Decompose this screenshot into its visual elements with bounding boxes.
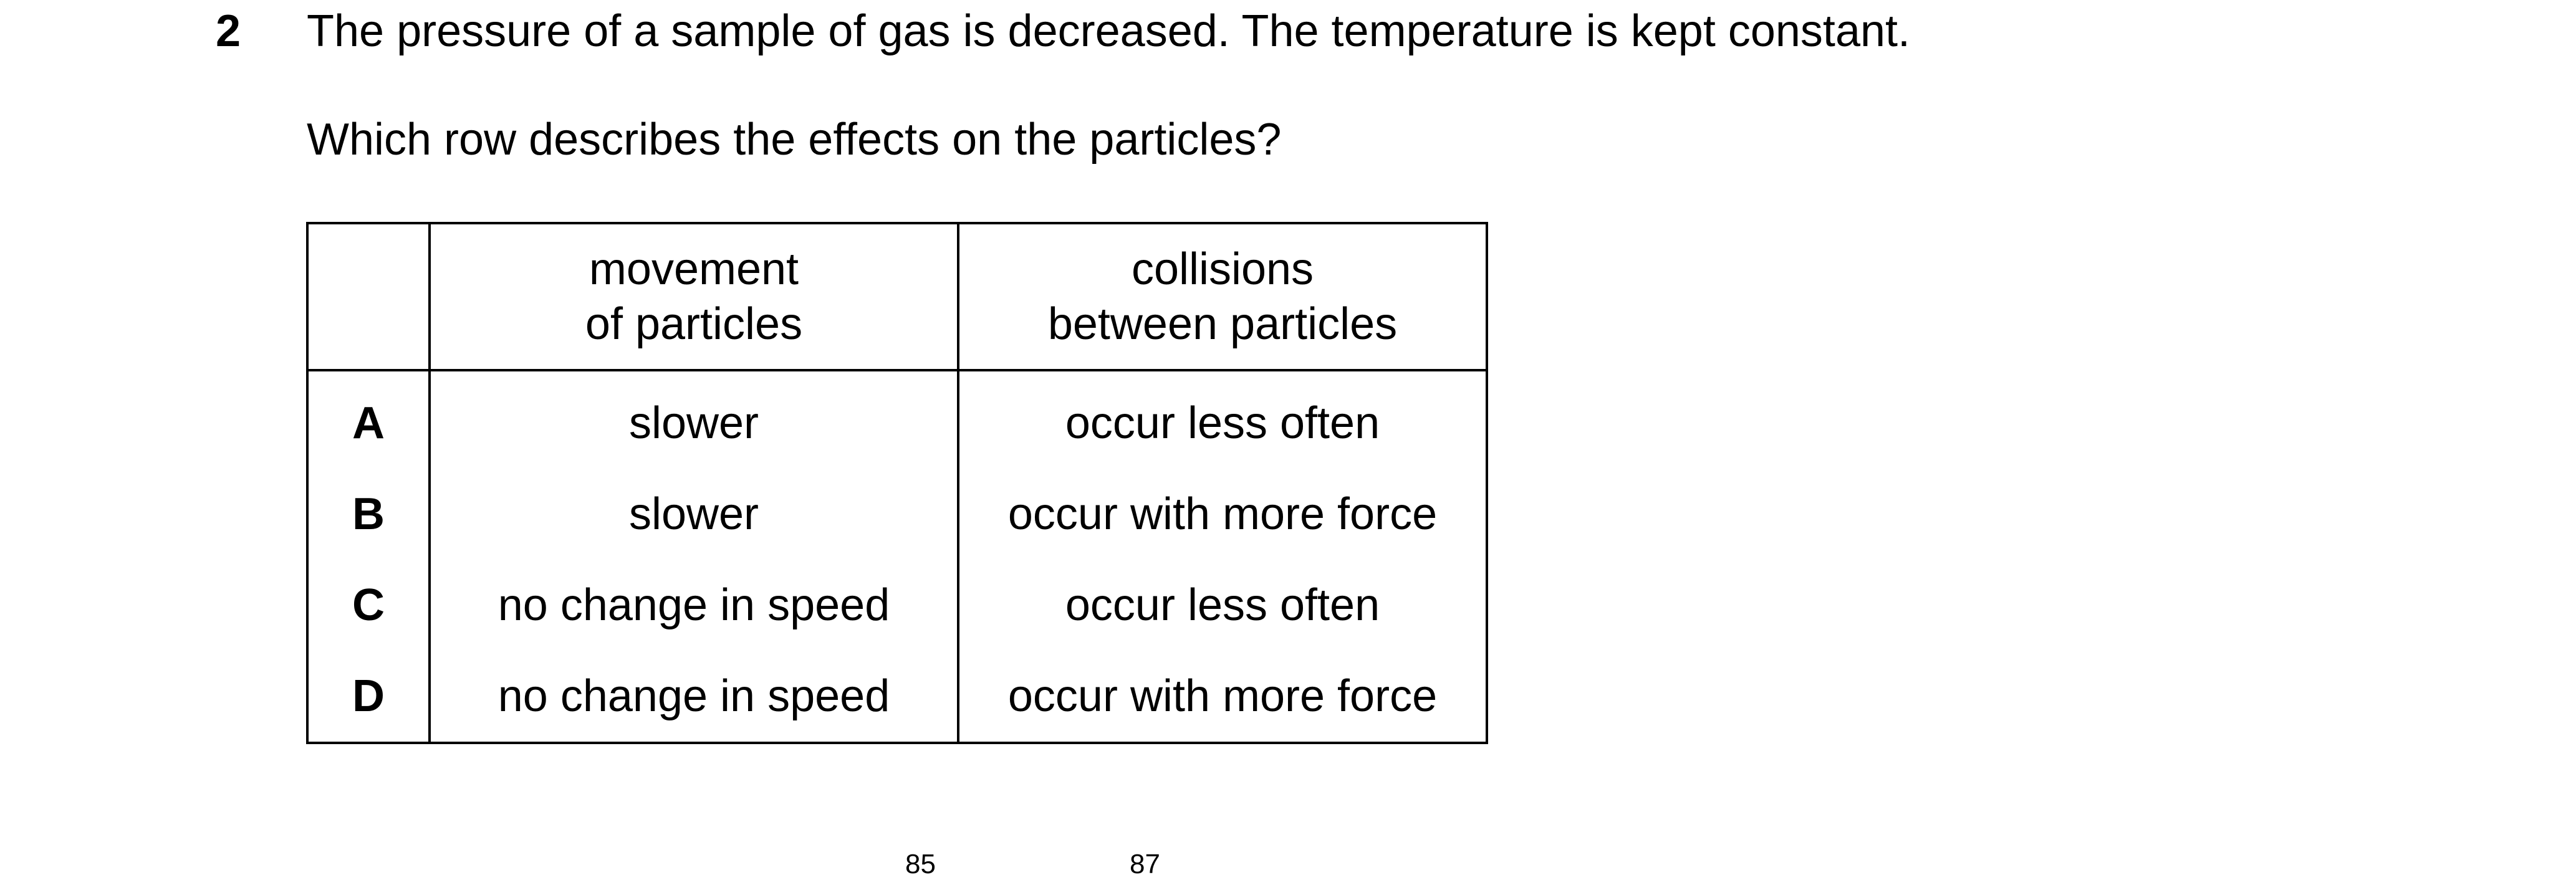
question-number: 2 [216,6,241,56]
header-collisions: collisions between particles [957,222,1488,371]
row-collisions-a: occur less often [957,370,1488,469]
row-collisions-b: occur with more force [957,469,1488,560]
row-movement-d: no change in speed [428,651,959,744]
header-movement-line-2: of particles [585,299,803,349]
next-question-superscript-1: 85 [905,849,936,879]
row-key-a: A [306,370,431,469]
table-header-row: movement of particles collisions between… [306,222,1488,371]
row-movement-c: no change in speed [428,560,959,651]
question-stem: The pressure of a sample of gas is decre… [307,6,1911,56]
row-movement-b: slower [428,469,959,560]
table-row-b: B slower occur with more force [306,469,1488,560]
question-prompt: Which row describes the effects on the p… [307,115,1282,165]
table-row-a: A slower occur less often [306,370,1488,469]
table-row-d: D no change in speed occur with more for… [306,651,1488,744]
header-key-cell [306,222,431,371]
header-movement: movement of particles [428,222,959,371]
header-collisions-line-2: between particles [1047,299,1398,349]
answer-options-table: movement of particles collisions between… [306,222,1488,744]
header-movement-line-1: movement [589,244,799,294]
row-key-c: C [306,560,431,651]
next-question-superscript-2: 87 [1130,849,1160,879]
row-collisions-c: occur less often [957,560,1488,651]
header-collisions-line-1: collisions [1131,244,1314,294]
row-collisions-d: occur with more force [957,651,1488,744]
row-key-d: D [306,651,431,744]
table-row-c: C no change in speed occur less often [306,560,1488,651]
row-movement-a: slower [428,370,959,469]
row-key-b: B [306,469,431,560]
